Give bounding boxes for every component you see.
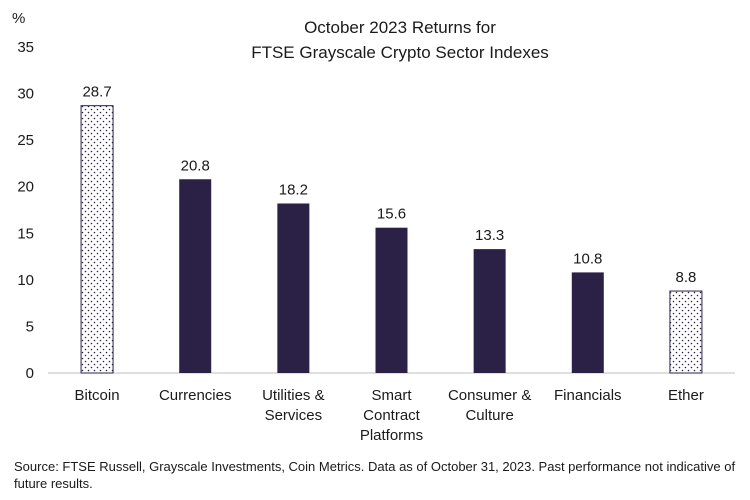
- bar: [669, 290, 703, 374]
- value-label: 10.8: [573, 250, 602, 267]
- y-tick-label: 5: [26, 318, 34, 335]
- value-label: 15.6: [377, 206, 406, 223]
- bar: [277, 203, 310, 373]
- category-label: Consumer & Culture: [448, 387, 531, 424]
- category-label: Currencies: [159, 387, 232, 404]
- category-label: Utilities & Services: [262, 387, 325, 424]
- bars-group: [80, 105, 703, 374]
- value-label: 20.8: [181, 157, 210, 174]
- category-labels-group: Bitcoin Currencies Utilities & Services Smar…: [75, 387, 704, 444]
- y-axis: 0 5 10 15 20 25 30 35: [17, 39, 34, 382]
- y-tick-label: 10: [17, 272, 34, 289]
- y-tick-label: 0: [26, 365, 34, 382]
- value-label: 8.8: [675, 269, 696, 286]
- y-tick-label: 20: [17, 179, 34, 196]
- category-label: Smart Contract Platforms: [360, 387, 423, 444]
- chart-title-line-2: FTSE Grayscale Crypto Sector Indexes: [251, 43, 549, 62]
- y-axis-unit: %: [12, 10, 25, 27]
- category-label: Ether: [668, 387, 704, 404]
- bar: [80, 105, 114, 374]
- source-note: Source: FTSE Russell, Grayscale Investme…: [14, 459, 736, 491]
- bar: [571, 272, 604, 373]
- chart-title-line-1: October 2023 Returns for: [304, 18, 496, 37]
- y-tick-label: 15: [17, 225, 34, 242]
- bar: [473, 249, 506, 373]
- y-tick-label: 35: [17, 39, 34, 56]
- y-tick-label: 30: [17, 86, 34, 103]
- bar: [179, 179, 212, 373]
- y-tick-label: 25: [17, 132, 34, 149]
- category-label: Bitcoin: [75, 387, 120, 404]
- value-labels-group: 28.7 20.8 18.2 15.6 13.3 10.8 8.8: [82, 84, 696, 286]
- value-label: 13.3: [475, 227, 504, 244]
- value-label: 28.7: [82, 84, 111, 101]
- value-label: 18.2: [279, 181, 308, 198]
- bar: [375, 227, 408, 373]
- category-label: Financials: [554, 387, 622, 404]
